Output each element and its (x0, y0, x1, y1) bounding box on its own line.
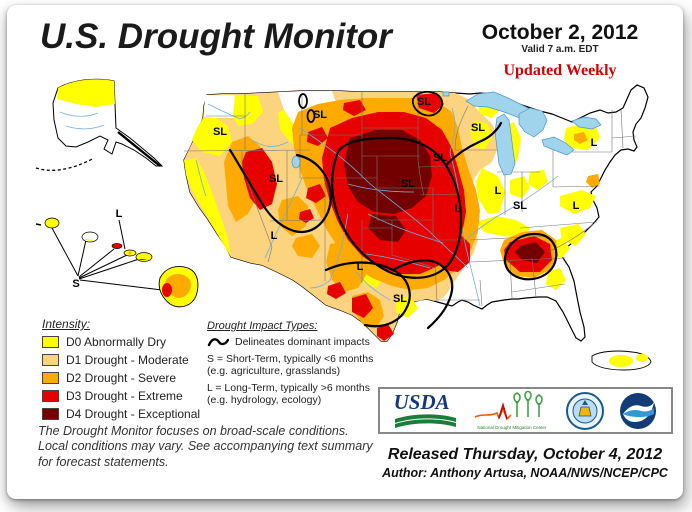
impact-label: SL (269, 173, 283, 185)
ndmc-trees-icon (474, 389, 543, 420)
great-lakes (291, 91, 602, 176)
legend-item-d3: D3 Drought - Extreme (42, 389, 200, 403)
puerto-rico-inset (591, 350, 652, 371)
impact-label-hawaii-short: S (72, 278, 79, 290)
long-term-example: (e.g. hydrology, ecology) (207, 394, 322, 406)
legend-item-d0: D0 Abnormally Dry (42, 335, 200, 349)
d2-label: D2 Drought - Severe (66, 371, 177, 385)
alaska-inset (35, 78, 164, 171)
conus (183, 84, 649, 342)
impact-types-heading: Drought Impact Types: (207, 320, 318, 332)
ndmc-name: National Drought Mitigation Center (477, 424, 547, 430)
long-term-line: L = Long-Term, typically >6 months (207, 382, 371, 394)
squiggle-icon (207, 337, 229, 346)
d0-label: D0 Abnormally Dry (66, 335, 167, 349)
disclaimer-line1: The Drought Monitor focuses on broad-sca… (38, 424, 349, 438)
impact-label: SL (393, 293, 407, 305)
d0-swatch (42, 336, 59, 348)
valid-time: Valid 7 a.m. EDT (521, 44, 599, 55)
rivers (195, 103, 559, 307)
map-date: October 2, 2012 (481, 21, 639, 44)
impact-label: SL (313, 109, 327, 121)
author-line: Author: Anthony Artusa, NOAA/NWS/NCEP/CP… (382, 466, 668, 480)
updated-weekly-note: Updated Weekly (503, 62, 617, 79)
d1-label: D1 Drought - Moderate (66, 353, 189, 367)
intensity-legend: Intensity: D0 Abnormally Dry D1 Drought … (42, 317, 200, 425)
disclaimer-text: The Drought Monitor focuses on broad-sca… (38, 424, 373, 470)
impact-label: SL (401, 178, 415, 190)
impact-label-hawaii-long: L (116, 208, 123, 220)
released-date: Released Thursday, October 4, 2012 (387, 446, 663, 463)
impact-label: SL (433, 152, 447, 164)
impact-label: L (573, 200, 580, 212)
page-title: U.S. Drought Monitor (40, 17, 392, 56)
impact-label: L (271, 230, 278, 242)
commerce-seal-icon (566, 391, 605, 430)
d1-swatch (42, 354, 59, 366)
impact-label: SL (213, 126, 227, 138)
d4-label: D4 Drought - Exceptional (66, 407, 201, 421)
noaa-logo-icon (620, 392, 657, 429)
d3-label: D3 Drought - Extreme (66, 389, 183, 403)
usda-wordmark: USDA (393, 389, 450, 414)
date-block: October 2, 2012 Valid 7 a.m. EDT Updated… (455, 22, 665, 80)
short-term-line: S = Short-Term, typically <6 months (207, 353, 374, 365)
disclaimer-line2: Local conditions may vary. See accompany… (38, 439, 373, 454)
impact-label: SL (471, 122, 485, 134)
hawaii-inset (35, 217, 199, 308)
d2-swatch (42, 372, 59, 384)
impact-label: SL (513, 200, 527, 212)
impact-label: L (591, 137, 598, 149)
legend-heading: Intensity: (42, 317, 91, 331)
agency-logo-box: USDA National Drought Mitigation Center (378, 387, 673, 434)
disclaimer-line3: for forecast statements. (38, 454, 169, 469)
usda-swoosh-icon (394, 413, 456, 428)
short-term-example: (e.g. agriculture, grasslands) (207, 365, 341, 377)
impact-contours (228, 90, 558, 330)
legend-item-d4: D4 Drought - Exceptional (42, 407, 200, 421)
ndmc-logo: National Drought Mitigation Center (473, 389, 551, 431)
d3-swatch (42, 390, 59, 402)
impact-label: L (495, 185, 502, 197)
d4-swatch (42, 408, 59, 420)
impact-labels: SL SL SL SL SL SL SL SL SL L L L L L L L… (72, 96, 597, 305)
impact-label: L (455, 203, 462, 215)
impact-types-block: Drought Impact Types: Delineates dominan… (207, 320, 377, 406)
impact-label: L (357, 261, 364, 273)
legend-item-d2: D2 Drought - Severe (42, 371, 200, 385)
legend-item-d1: D1 Drought - Moderate (42, 353, 200, 367)
usda-logo: USDA (393, 389, 458, 430)
delineates-label: Delineates dominant impacts (235, 336, 370, 348)
delineates-row: Delineates dominant impacts (207, 336, 377, 348)
impact-label: SL (417, 96, 431, 108)
